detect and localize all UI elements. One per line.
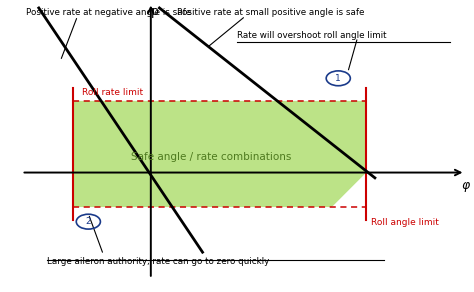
Text: Positive rate at small positive angle is safe: Positive rate at small positive angle is… [177, 8, 364, 17]
Text: Roll angle limit: Roll angle limit [371, 218, 438, 227]
Text: Large aileron authority, rate can go to zero quickly: Large aileron authority, rate can go to … [47, 258, 270, 267]
Text: Rate will overshoot roll angle limit: Rate will overshoot roll angle limit [237, 31, 386, 39]
Text: 2: 2 [85, 217, 91, 226]
Text: φ: φ [461, 179, 469, 192]
Text: 1: 1 [336, 74, 341, 83]
Text: Safe angle / rate combinations: Safe angle / rate combinations [131, 152, 292, 161]
Polygon shape [73, 101, 366, 207]
Text: Roll rate limit: Roll rate limit [82, 88, 143, 97]
Text: p: p [151, 5, 159, 18]
Text: Positive rate at negative angle is safe: Positive rate at negative angle is safe [26, 8, 191, 17]
